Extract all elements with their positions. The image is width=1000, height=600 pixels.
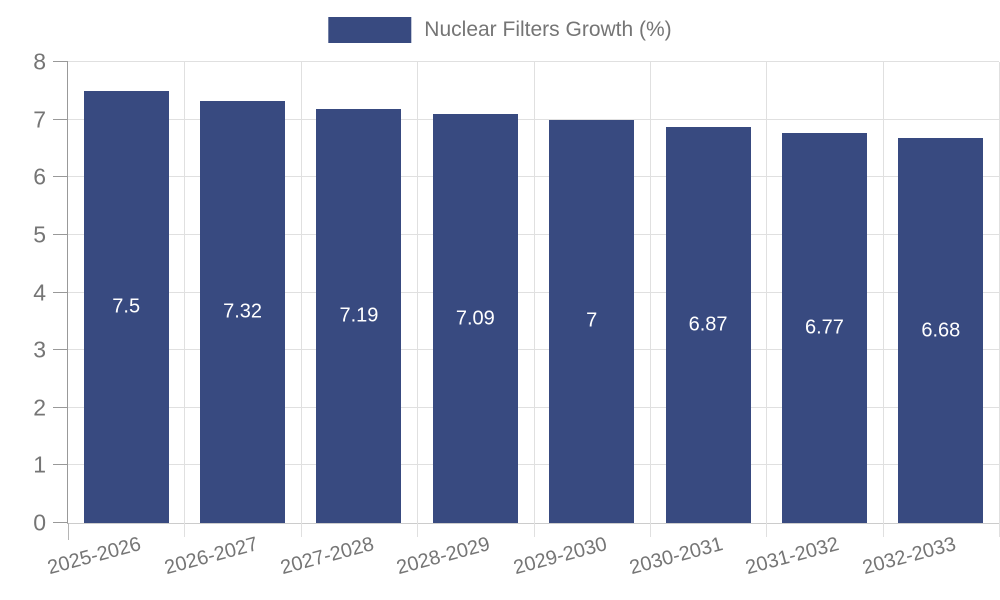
y-axis-tick bbox=[53, 464, 68, 466]
y-tick-label: 4 bbox=[33, 279, 46, 305]
v-gridline bbox=[300, 62, 302, 537]
x-tick-label: 2032-2033 bbox=[860, 533, 959, 580]
v-gridline bbox=[417, 62, 419, 537]
x-tick-label: 2027-2028 bbox=[278, 533, 377, 580]
y-axis-tick bbox=[53, 233, 68, 235]
bar-value-label: 7.5 bbox=[112, 295, 141, 318]
v-gridline bbox=[766, 62, 768, 537]
x-tick-label: 2025-2026 bbox=[45, 533, 144, 580]
y-tick-label: 5 bbox=[33, 221, 46, 248]
x-tick-label: 2029-2030 bbox=[510, 533, 610, 580]
bar: 6.77 bbox=[781, 132, 867, 523]
bar: 7.19 bbox=[316, 108, 402, 523]
x-axis-tick bbox=[68, 523, 69, 540]
bar-value-label: 7 bbox=[586, 309, 598, 332]
y-axis-tick bbox=[53, 522, 68, 523]
y-tick-label: 6 bbox=[33, 163, 46, 190]
legend[interactable]: Nuclear Filters Growth (%) bbox=[328, 17, 672, 43]
bar: 7.09 bbox=[432, 114, 518, 523]
x-axis-labels: 2025-2026 2026-2027 2027-2028 2028-2029 2029… bbox=[45, 523, 999, 593]
bar-value-label: 7.32 bbox=[223, 300, 263, 323]
h-gridline bbox=[68, 61, 999, 62]
y-axis-tick bbox=[53, 291, 68, 293]
v-gridline bbox=[649, 62, 651, 537]
bar: 7.5 bbox=[83, 90, 169, 523]
bar: 7.32 bbox=[200, 101, 286, 523]
y-axis-tick bbox=[53, 349, 68, 351]
y-tick-label: 8 bbox=[33, 48, 46, 75]
x-tick-label: 2026-2027 bbox=[161, 533, 260, 580]
y-axis-tick bbox=[53, 118, 68, 120]
legend-color-swatch bbox=[328, 17, 412, 43]
y-axis-tick bbox=[53, 176, 68, 178]
y-tick-label: 2 bbox=[33, 394, 46, 421]
x-tick-label: 2031-2032 bbox=[743, 533, 842, 580]
bar-value-label: 6.77 bbox=[804, 316, 844, 339]
bars-layer: 7.5 7.32 7.19 7.09 7 6.87 6.77 6.68 bbox=[68, 62, 999, 523]
y-axis-tick bbox=[53, 406, 68, 408]
y-axis-tick bbox=[53, 61, 68, 62]
bar-value-label: 7.19 bbox=[339, 304, 379, 327]
y-tick-label: 3 bbox=[33, 336, 46, 363]
bar: 7 bbox=[549, 119, 635, 523]
y-tick-label: 7 bbox=[33, 106, 46, 133]
v-gridline bbox=[882, 62, 884, 537]
v-gridline bbox=[184, 62, 186, 537]
bar: 6.87 bbox=[665, 127, 751, 523]
v-gridline bbox=[533, 62, 535, 537]
bar-value-label: 7.09 bbox=[455, 307, 495, 330]
y-tick-label: 1 bbox=[33, 451, 46, 478]
bar-value-label: 6.68 bbox=[921, 319, 961, 342]
x-tick-label: 2028-2029 bbox=[394, 533, 493, 580]
y-tick-label: 0 bbox=[33, 509, 46, 536]
legend-label: Nuclear Filters Growth (%) bbox=[424, 18, 672, 41]
bar: 6.68 bbox=[898, 138, 984, 523]
bar-value-label: 6.87 bbox=[688, 313, 728, 336]
x-tick-label: 2030-2031 bbox=[627, 533, 726, 580]
plot-area: 0 1 2 3 4 5 6 7 8 7.5 7.32 7.19 7.09 7 6.87 6.77 6.68 2… bbox=[33, 50, 1000, 579]
